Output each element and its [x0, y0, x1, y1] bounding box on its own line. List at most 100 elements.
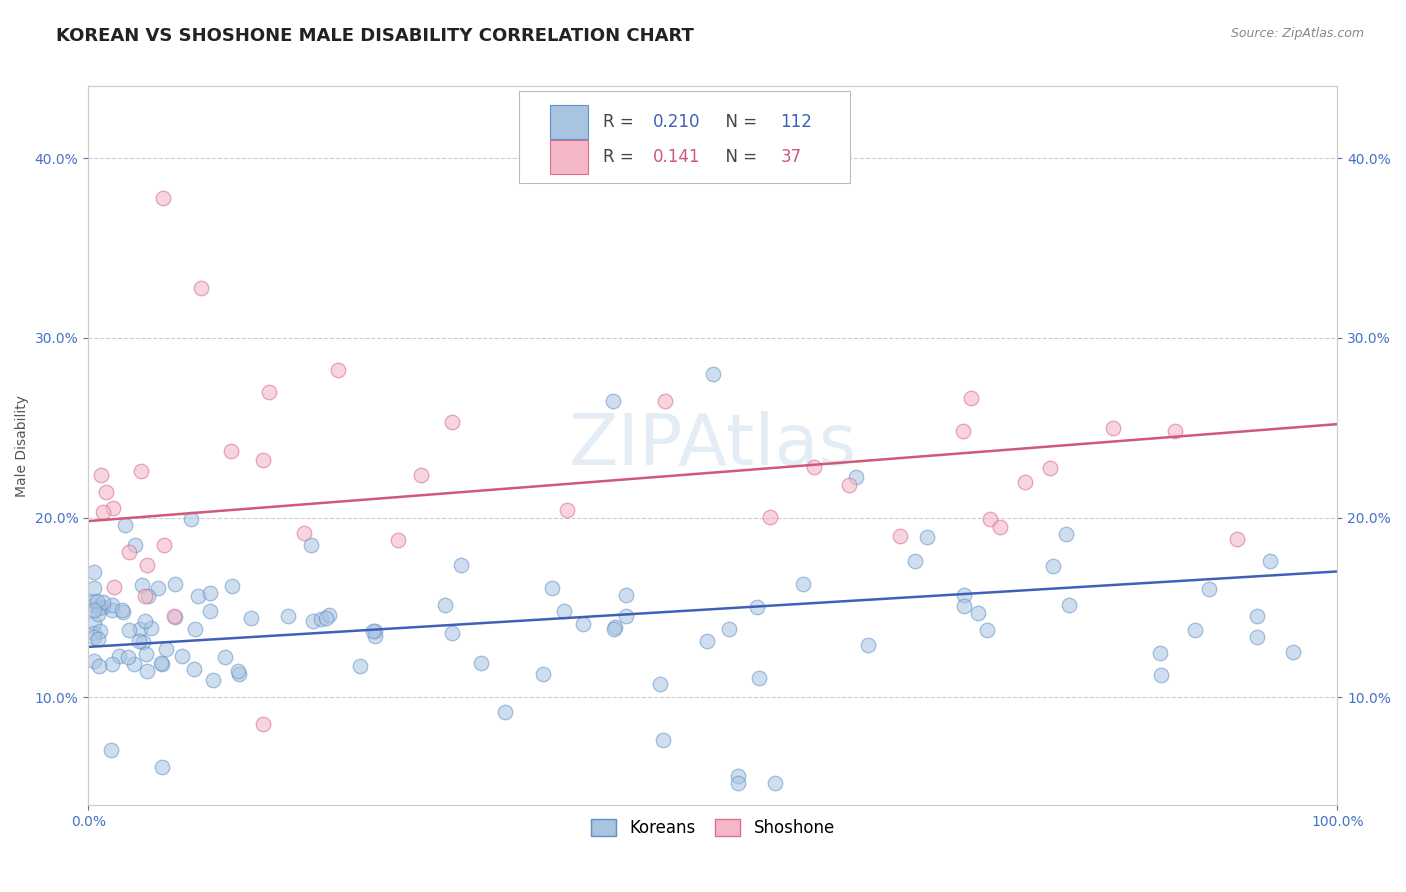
Shoshone [152, 538, 174, 552]
Koreans [571, 617, 593, 632]
Koreans [903, 554, 925, 568]
Koreans [129, 622, 152, 636]
Koreans [1184, 623, 1206, 637]
Koreans [83, 566, 105, 580]
Shoshone [654, 393, 676, 408]
Koreans [136, 665, 159, 679]
Koreans [540, 581, 562, 595]
Koreans [101, 599, 124, 613]
Koreans [87, 601, 110, 615]
Koreans [150, 760, 173, 774]
Koreans [845, 470, 868, 484]
Koreans [111, 605, 134, 619]
Text: R =: R = [603, 148, 638, 166]
Shoshone [252, 452, 274, 467]
Koreans [745, 600, 768, 615]
Koreans [198, 586, 221, 600]
Shoshone [1164, 425, 1187, 439]
Koreans [132, 634, 155, 648]
Koreans [277, 608, 299, 623]
Koreans [165, 610, 187, 624]
Koreans [83, 615, 105, 630]
Koreans [915, 530, 938, 544]
Text: KOREAN VS SHOSHONE MALE DISABILITY CORRELATION CHART: KOREAN VS SHOSHONE MALE DISABILITY CORRE… [56, 27, 695, 45]
Shoshone [252, 717, 274, 731]
Koreans [83, 581, 105, 595]
Koreans [240, 611, 263, 625]
Shoshone [136, 558, 159, 572]
Koreans [440, 625, 463, 640]
Shoshone [90, 467, 112, 482]
Koreans [83, 625, 105, 640]
Koreans [531, 666, 554, 681]
Koreans [135, 647, 157, 661]
Koreans [1198, 582, 1220, 596]
Koreans [155, 642, 177, 657]
Koreans [131, 578, 153, 592]
Koreans [1246, 630, 1268, 644]
Koreans [124, 538, 146, 552]
Koreans [91, 600, 114, 615]
Koreans [134, 615, 156, 629]
Koreans [150, 657, 173, 671]
Shoshone [134, 590, 156, 604]
Koreans [614, 588, 637, 602]
Shoshone [960, 391, 983, 405]
Koreans [299, 538, 322, 552]
Koreans [953, 588, 976, 602]
Koreans [494, 705, 516, 719]
Koreans [200, 603, 222, 617]
Shoshone [988, 519, 1011, 533]
Koreans [184, 622, 207, 636]
Koreans [83, 602, 105, 616]
Koreans [1150, 668, 1173, 682]
Koreans [87, 607, 110, 621]
Koreans [1042, 559, 1064, 574]
Y-axis label: Male Disability: Male Disability [15, 394, 30, 497]
Text: N =: N = [716, 148, 762, 166]
Koreans [318, 608, 340, 623]
Shoshone [889, 528, 911, 542]
Shoshone [91, 505, 114, 519]
Koreans [122, 657, 145, 671]
Shoshone [979, 512, 1001, 526]
Text: 112: 112 [780, 113, 813, 131]
Koreans [183, 662, 205, 676]
Koreans [87, 632, 110, 646]
Shoshone [440, 415, 463, 429]
Koreans [139, 621, 162, 635]
Koreans [111, 603, 134, 617]
Koreans [976, 624, 998, 638]
Koreans [602, 622, 624, 636]
Shoshone [190, 280, 212, 294]
Shoshone [219, 443, 242, 458]
Koreans [1149, 646, 1171, 660]
Shoshone [409, 467, 432, 482]
Koreans [214, 649, 236, 664]
Koreans [93, 595, 115, 609]
FancyBboxPatch shape [550, 104, 588, 139]
Koreans [651, 733, 673, 747]
Koreans [221, 579, 243, 593]
Koreans [228, 666, 250, 681]
Koreans [170, 648, 193, 663]
Koreans [966, 606, 988, 620]
Koreans [953, 599, 976, 613]
Koreans [614, 608, 637, 623]
Koreans [648, 676, 671, 690]
Koreans [1258, 554, 1281, 568]
Shoshone [163, 608, 186, 623]
Shoshone [118, 545, 141, 559]
Koreans [727, 769, 749, 783]
Koreans [89, 658, 111, 673]
Koreans [100, 742, 122, 756]
Legend: Koreans, Shoshone: Koreans, Shoshone [583, 812, 842, 844]
Koreans [1282, 644, 1305, 658]
Text: 0.210: 0.210 [652, 113, 700, 131]
Shoshone [803, 460, 825, 475]
Koreans [202, 673, 225, 688]
Koreans [117, 650, 139, 665]
Koreans [302, 614, 325, 628]
Koreans [107, 648, 129, 663]
Koreans [1054, 526, 1077, 541]
